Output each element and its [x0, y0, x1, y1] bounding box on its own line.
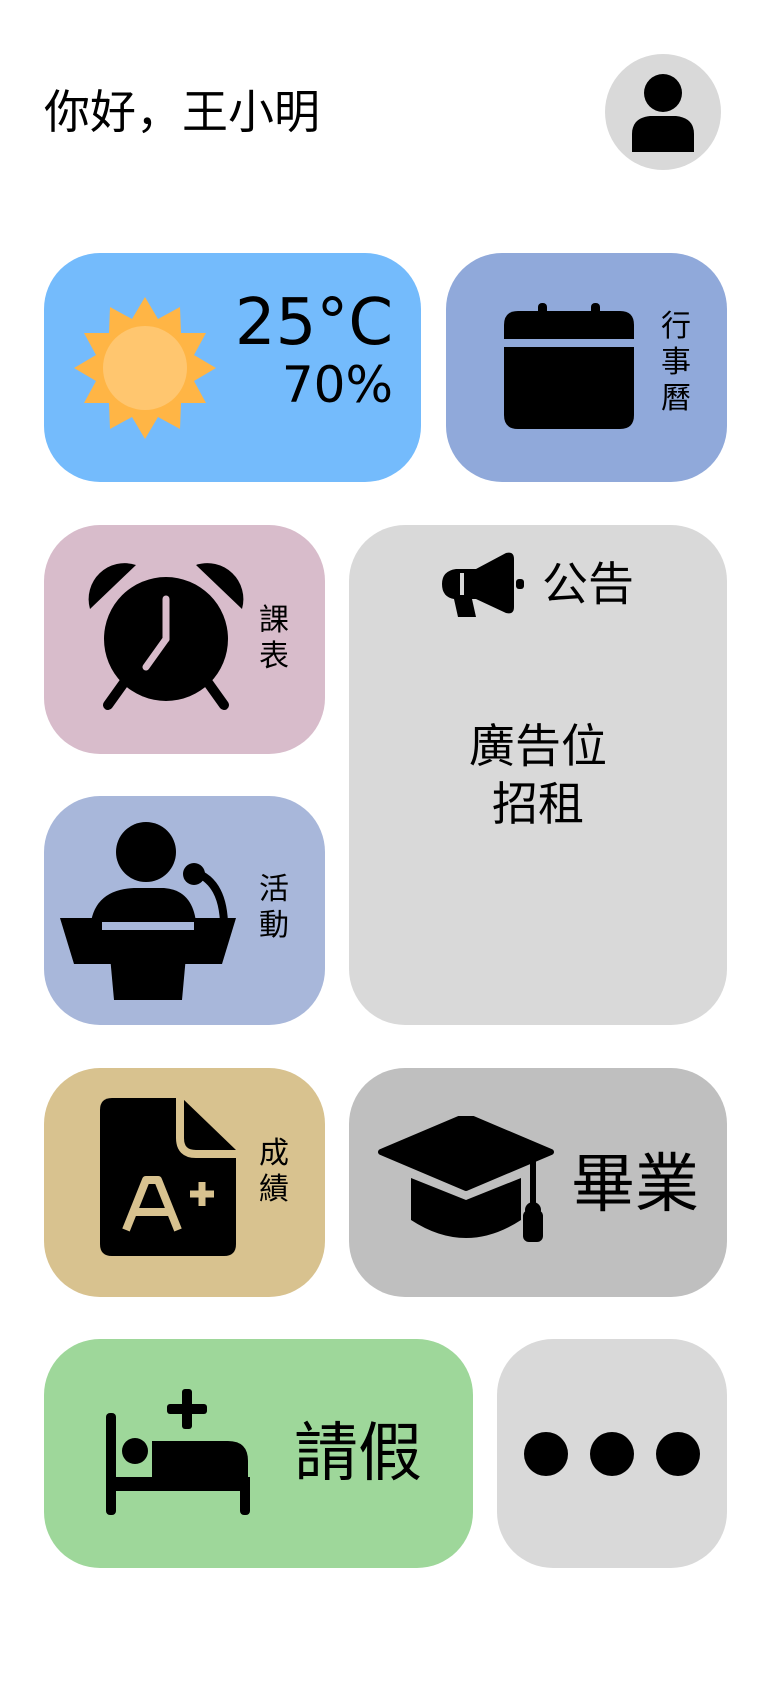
- grades-label: 成績: [259, 1136, 289, 1207]
- calendar-tile[interactable]: 行事曆: [446, 253, 727, 482]
- graduation-cap-icon: [378, 1116, 554, 1242]
- calendar-label: 行事曆: [661, 309, 691, 416]
- presenter-icon: [60, 822, 236, 1000]
- announcement-header: 公告: [349, 549, 727, 619]
- sun-icon: [74, 297, 216, 439]
- leave-label: 請假: [294, 1417, 422, 1491]
- ad-text-line2: 招租: [492, 777, 584, 831]
- megaphone-icon: [442, 552, 524, 617]
- announcement-tile[interactable]: 公告 廣告位 招租: [349, 525, 727, 1025]
- weather-tile[interactable]: 25°C 70%: [44, 253, 421, 482]
- humidity-text: 70%: [281, 356, 393, 414]
- ad-text-line1: 廣告位: [469, 719, 607, 773]
- temperature-text: 25°C: [234, 286, 393, 360]
- activity-tile[interactable]: 活動: [44, 796, 325, 1025]
- bed-plus-icon: [106, 1389, 250, 1515]
- timetable-label: 課表: [259, 603, 289, 674]
- more-dot-icon: [524, 1431, 568, 1476]
- more-dot-icon: [656, 1431, 700, 1476]
- grades-tile[interactable]: 成績: [44, 1068, 325, 1297]
- announcement-title: 公告: [542, 557, 634, 611]
- user-icon: [632, 74, 694, 152]
- greeting-text: 你好，王小明: [44, 85, 320, 139]
- graduation-tile[interactable]: 畢業: [349, 1068, 727, 1297]
- timetable-tile[interactable]: 課表: [44, 525, 325, 754]
- grade-document-icon: [100, 1098, 236, 1256]
- alarm-clock-icon: [88, 563, 244, 710]
- avatar-button[interactable]: [605, 54, 721, 170]
- graduation-label: 畢業: [571, 1148, 699, 1222]
- more-tile[interactable]: [497, 1339, 727, 1568]
- leave-tile[interactable]: 請假: [44, 1339, 473, 1568]
- more-dot-icon: [590, 1431, 634, 1476]
- activity-label: 活動: [259, 872, 289, 943]
- calendar-icon: [504, 303, 634, 429]
